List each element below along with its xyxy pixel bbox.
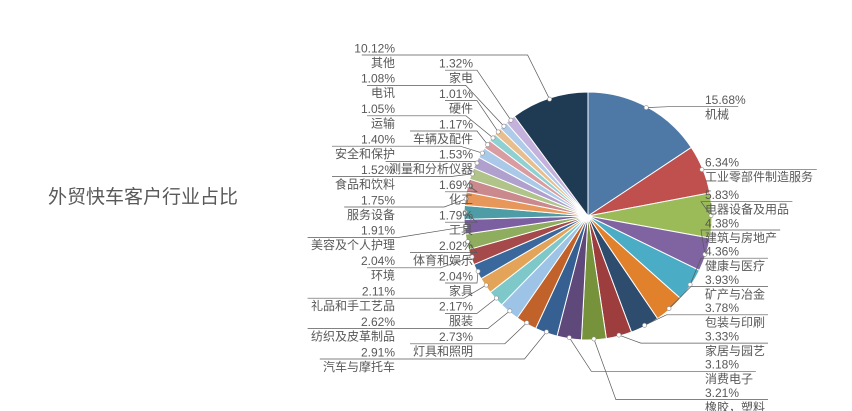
svg-text:食品和饮料: 食品和饮料 [335, 176, 395, 191]
svg-text:家具: 家具 [449, 283, 473, 298]
svg-text:健康与医疗: 健康与医疗 [705, 258, 765, 273]
svg-text:2.11%: 2.11% [362, 285, 395, 299]
svg-text:服务设备: 服务设备 [347, 207, 395, 222]
svg-text:4.36%: 4.36% [705, 245, 739, 259]
svg-text:2.04%: 2.04% [361, 254, 395, 268]
svg-text:环境: 环境 [371, 268, 395, 283]
svg-text:其他: 其他 [371, 56, 395, 70]
svg-text:2.02%: 2.02% [439, 239, 473, 253]
svg-text:机械: 机械 [705, 107, 729, 122]
svg-text:1.75%: 1.75% [361, 193, 395, 207]
svg-text:硬件: 硬件 [449, 101, 473, 115]
svg-text:汽车与摩托车: 汽车与摩托车 [323, 359, 395, 374]
svg-text:礼品和手工艺品: 礼品和手工艺品 [311, 298, 395, 313]
svg-text:3.78%: 3.78% [705, 301, 739, 315]
svg-text:3.33%: 3.33% [705, 329, 739, 343]
svg-text:测量和分析仪器: 测量和分析仪器 [389, 162, 473, 176]
svg-text:电讯: 电讯 [371, 86, 395, 100]
svg-text:3.18%: 3.18% [705, 358, 739, 372]
svg-text:1.69%: 1.69% [439, 178, 473, 192]
svg-text:6.34%: 6.34% [705, 156, 739, 170]
svg-text:家居与园艺: 家居与园艺 [705, 343, 765, 358]
svg-text:10.12%: 10.12% [354, 41, 395, 55]
svg-text:矿产与冶金: 矿产与冶金 [705, 286, 765, 301]
svg-text:家电: 家电 [449, 70, 473, 85]
svg-text:2.62%: 2.62% [361, 315, 395, 329]
svg-text:1.91%: 1.91% [361, 224, 395, 238]
svg-text:灯具和照明: 灯具和照明 [413, 345, 473, 359]
svg-text:1.01%: 1.01% [439, 87, 473, 101]
svg-text:1.32%: 1.32% [439, 57, 473, 71]
svg-text:建筑与房地产: 建筑与房地产 [705, 230, 777, 245]
svg-text:消费电子: 消费电子 [705, 372, 753, 386]
svg-text:1.05%: 1.05% [361, 102, 395, 116]
svg-text:化工: 化工 [449, 193, 473, 207]
svg-text:体育和娱乐: 体育和娱乐 [413, 252, 473, 267]
svg-text:1.17%: 1.17% [439, 117, 473, 131]
svg-text:5.83%: 5.83% [705, 188, 739, 202]
svg-text:橡胶，塑料: 橡胶，塑料 [705, 399, 765, 411]
svg-text:美容及个人护理: 美容及个人护理 [311, 237, 395, 252]
svg-text:3.93%: 3.93% [705, 273, 739, 287]
svg-text:1.79%: 1.79% [439, 209, 473, 223]
svg-text:2.04%: 2.04% [439, 269, 473, 283]
svg-text:工具: 工具 [449, 223, 473, 237]
svg-text:服装: 服装 [449, 314, 473, 328]
svg-text:1.08%: 1.08% [361, 72, 395, 86]
svg-text:2.73%: 2.73% [439, 330, 473, 344]
svg-text:电器设备及用品: 电器设备及用品 [705, 203, 789, 217]
svg-text:工业零部件制造服务: 工业零部件制造服务 [705, 169, 813, 184]
svg-text:3.21%: 3.21% [705, 386, 739, 400]
svg-text:4.38%: 4.38% [705, 216, 739, 230]
svg-text:15.68%: 15.68% [705, 93, 746, 107]
svg-text:2.91%: 2.91% [361, 345, 395, 359]
svg-text:纺织及皮革制品: 纺织及皮革制品 [311, 329, 395, 343]
svg-text:1.40%: 1.40% [361, 133, 395, 147]
svg-text:2.17%: 2.17% [439, 300, 473, 314]
svg-text:1.53%: 1.53% [439, 148, 473, 162]
svg-text:运输: 运输 [371, 116, 395, 131]
svg-text:包装与印刷: 包装与印刷 [705, 316, 765, 330]
svg-text:车辆及配件: 车辆及配件 [413, 131, 473, 146]
svg-text:安全和保护: 安全和保护 [335, 146, 395, 161]
